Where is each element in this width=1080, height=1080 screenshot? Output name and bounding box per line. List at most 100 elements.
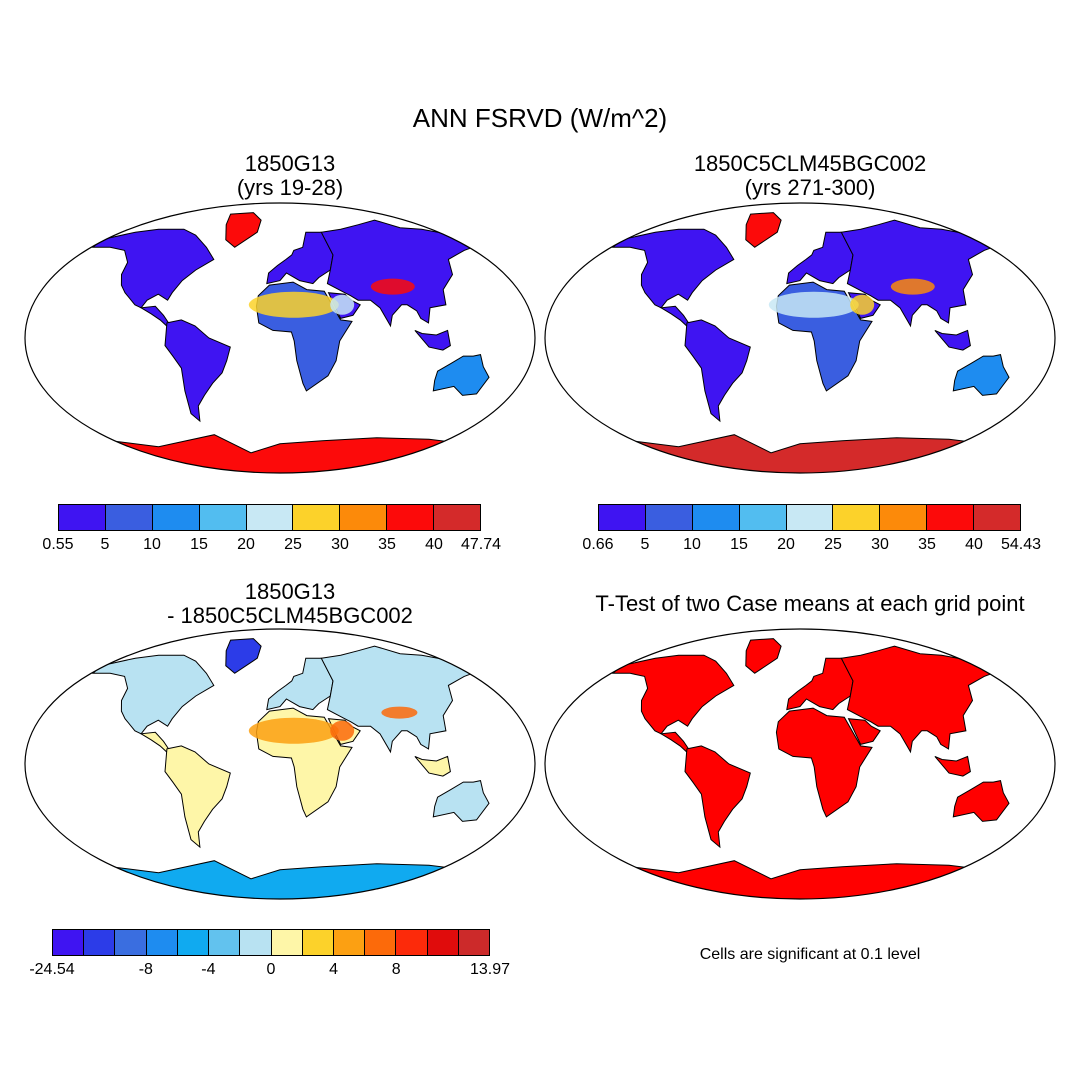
colorbar-tick-label: 15 [730, 536, 748, 553]
panel-title-ttest: T-Test of two Case means at each grid po… [540, 592, 1080, 616]
map-ttest [544, 628, 1056, 900]
landmass-europe [786, 657, 854, 711]
field-patch [850, 294, 875, 315]
colorbar-tick-label: 4 [329, 961, 339, 978]
colorbar-tick-label: 15 [190, 536, 208, 553]
panel-title-case2: 1850C5CLM45BGC002 (yrs 271-300) [560, 152, 1060, 200]
colorbar-tick-label: 35 [378, 536, 396, 553]
field-patch [330, 720, 355, 741]
landmass-australia [432, 354, 490, 396]
colorbar-diff-labels: -24.54 -8 -4 0 4 8 13.97 [29, 961, 510, 981]
landmass-seAsia [414, 329, 451, 351]
panel-title-diff: 1850G13 - 1850C5CLM45BGC002 [20, 580, 560, 628]
panel-title-line2: (yrs 19-28) [236, 175, 344, 200]
panel-title-line1: T-Test of two Case means at each grid po… [595, 591, 1025, 616]
colorbar-diff [52, 929, 490, 956]
landmass-australia [432, 780, 490, 822]
map-diff [24, 628, 536, 900]
landmass-arabia [847, 718, 881, 745]
panel-title-line2: - 1850C5CLM45BGC002 [167, 603, 413, 628]
landmass-centralAmerica [659, 731, 691, 753]
landmass-greenland [225, 212, 262, 248]
colorbar-tick-label: 40 [965, 536, 983, 553]
colorbar-tick-label: 10 [683, 536, 701, 553]
landmass-northAmerica [611, 654, 735, 735]
colorbar-swatch [396, 930, 428, 955]
field-patch [370, 278, 415, 295]
panel-title-line2: (yrs 271-300) [744, 175, 876, 200]
panel-title-line1: 1850G13 [244, 579, 336, 604]
colorbar-swatch [199, 505, 247, 530]
colorbar-case1 [58, 504, 481, 531]
landmass-australia [952, 780, 1010, 822]
colorbar-swatch [302, 930, 334, 955]
field-patch [248, 291, 339, 318]
colorbar-tick-label: 25 [824, 536, 842, 553]
colorbar-tick-label: 0.55 [42, 536, 74, 553]
colorbar-swatch [271, 930, 303, 955]
colorbar-swatch [293, 505, 341, 530]
colorbar-swatch [333, 930, 366, 955]
landmass-greenland [745, 638, 782, 674]
landmass-northAmerica [91, 654, 215, 735]
colorbar-tick-label: 0.66 [582, 536, 614, 553]
colorbar-tick-label: 10 [143, 536, 161, 553]
landmass-africa [775, 707, 873, 818]
colorbar-swatch [786, 505, 834, 530]
colorbar-swatch [209, 930, 241, 955]
colorbar-tick-label: 8 [391, 961, 401, 978]
colorbar-swatch [340, 505, 388, 530]
field-patch [890, 278, 935, 295]
colorbar-swatch [739, 505, 787, 530]
significance-note: Cells are significant at 0.1 level [699, 946, 921, 963]
landmass-seAsia [414, 755, 451, 777]
colorbar-swatch [458, 930, 490, 955]
landmass-northAmerica [611, 228, 735, 309]
panel-title-line1: 1850G13 [244, 151, 336, 176]
colorbar-case2 [598, 504, 1021, 531]
panel-title-line1: 1850C5CLM45BGC002 [693, 151, 927, 176]
landmass-seAsia [934, 329, 971, 351]
colorbar-swatch [434, 505, 481, 530]
colorbar-case1-labels: 0.55 5 10 15 20 25 30 35 40 47.74 [42, 536, 501, 556]
colorbar-swatch [387, 505, 435, 530]
colorbar-swatch [645, 505, 693, 530]
landmass-southAmerica [684, 745, 751, 849]
landmass-northAmerica [91, 228, 215, 309]
colorbar-swatch [692, 505, 740, 530]
landmass-southAmerica [164, 319, 231, 423]
colorbar-tick-label: 35 [918, 536, 936, 553]
landmass-centralAmerica [659, 305, 691, 327]
colorbar-tick-label: 40 [425, 536, 443, 553]
landmass-europe [266, 231, 334, 285]
colorbar-tick-label: -8 [138, 961, 153, 978]
colorbar-swatch [152, 505, 200, 530]
colorbar-tick-label: 5 [100, 536, 110, 553]
colorbar-swatch [146, 930, 178, 955]
colorbar-tick-label: 30 [331, 536, 349, 553]
colorbar-swatch [240, 930, 272, 955]
colorbar-swatch [599, 505, 646, 530]
colorbar-tick-label: 0 [266, 961, 276, 978]
colorbar-tick-label: -24.54 [29, 961, 75, 978]
colorbar-tick-label: 30 [871, 536, 889, 553]
colorbar-tick-label: 25 [284, 536, 302, 553]
colorbar-swatch [427, 930, 459, 955]
colorbar-swatch [59, 505, 106, 530]
landmass-asia [840, 645, 994, 754]
colorbar-swatch [974, 505, 1021, 530]
landmass-greenland [745, 212, 782, 248]
landmass-europe [266, 657, 334, 711]
map-border [544, 202, 1056, 474]
landmass-australia [952, 354, 1010, 396]
map-case2 [544, 202, 1056, 474]
landmass-asia [320, 219, 474, 328]
colorbar-swatch [365, 930, 397, 955]
colorbar-tick-label: 5 [640, 536, 650, 553]
map-border [544, 628, 1056, 900]
colorbar-case2-labels: 0.66 5 10 15 20 25 30 35 40 54.43 [582, 536, 1041, 556]
field-patch [248, 717, 339, 744]
landmass-southAmerica [684, 319, 751, 423]
colorbar-tick-label: 54.43 [1000, 536, 1042, 553]
map-border [24, 202, 536, 474]
